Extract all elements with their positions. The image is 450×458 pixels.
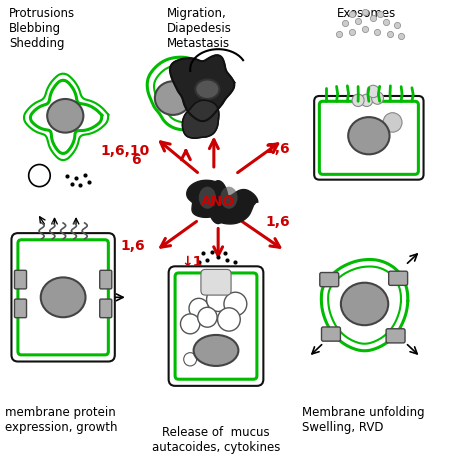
Text: 1,6,10: 1,6,10 xyxy=(100,144,149,158)
Ellipse shape xyxy=(195,80,220,99)
FancyBboxPatch shape xyxy=(386,329,405,343)
Ellipse shape xyxy=(199,187,216,209)
Polygon shape xyxy=(187,180,227,218)
Text: 1,6: 1,6 xyxy=(120,240,145,253)
FancyBboxPatch shape xyxy=(100,299,112,318)
Text: Release of  mucus
autacoides, cytokines: Release of mucus autacoides, cytokines xyxy=(152,425,280,454)
Circle shape xyxy=(383,113,402,132)
Circle shape xyxy=(219,309,239,330)
Circle shape xyxy=(197,306,218,328)
Text: 6: 6 xyxy=(131,153,141,167)
FancyBboxPatch shape xyxy=(11,233,115,361)
Ellipse shape xyxy=(41,278,86,317)
FancyBboxPatch shape xyxy=(320,273,339,287)
Polygon shape xyxy=(210,190,258,224)
Circle shape xyxy=(367,85,379,98)
FancyBboxPatch shape xyxy=(14,270,27,289)
Text: Protrusions
Blebbing
Shedding: Protrusions Blebbing Shedding xyxy=(9,7,76,50)
Ellipse shape xyxy=(348,117,390,154)
Ellipse shape xyxy=(220,187,238,209)
Circle shape xyxy=(179,313,201,335)
Polygon shape xyxy=(321,260,408,351)
Text: Migration,
Diapedesis
Metastasis: Migration, Diapedesis Metastasis xyxy=(166,7,231,50)
Ellipse shape xyxy=(207,180,229,224)
Polygon shape xyxy=(170,55,234,121)
Text: Exosomes: Exosomes xyxy=(337,7,396,20)
Ellipse shape xyxy=(341,283,388,325)
Circle shape xyxy=(189,298,209,319)
FancyBboxPatch shape xyxy=(14,299,27,318)
Text: ↓1: ↓1 xyxy=(182,255,203,269)
Text: 1,6: 1,6 xyxy=(266,215,290,229)
Polygon shape xyxy=(182,100,219,138)
Circle shape xyxy=(361,94,373,107)
Circle shape xyxy=(224,292,247,316)
FancyBboxPatch shape xyxy=(389,271,408,285)
Polygon shape xyxy=(147,57,214,130)
FancyBboxPatch shape xyxy=(169,266,263,386)
Text: membrane protein
expression, growth: membrane protein expression, growth xyxy=(5,406,117,434)
Polygon shape xyxy=(31,80,102,153)
Text: ANO: ANO xyxy=(201,195,235,209)
FancyBboxPatch shape xyxy=(314,96,423,180)
FancyBboxPatch shape xyxy=(321,327,341,341)
FancyBboxPatch shape xyxy=(100,270,112,289)
Circle shape xyxy=(371,92,383,104)
Ellipse shape xyxy=(194,335,238,366)
Circle shape xyxy=(208,289,228,310)
Circle shape xyxy=(352,94,364,107)
Ellipse shape xyxy=(47,99,83,133)
Circle shape xyxy=(29,164,50,187)
Ellipse shape xyxy=(155,81,191,115)
Text: 1,6: 1,6 xyxy=(266,142,290,156)
Text: Membrane unfolding
Swelling, RVD: Membrane unfolding Swelling, RVD xyxy=(302,406,425,434)
FancyBboxPatch shape xyxy=(201,269,231,295)
Circle shape xyxy=(184,353,197,366)
